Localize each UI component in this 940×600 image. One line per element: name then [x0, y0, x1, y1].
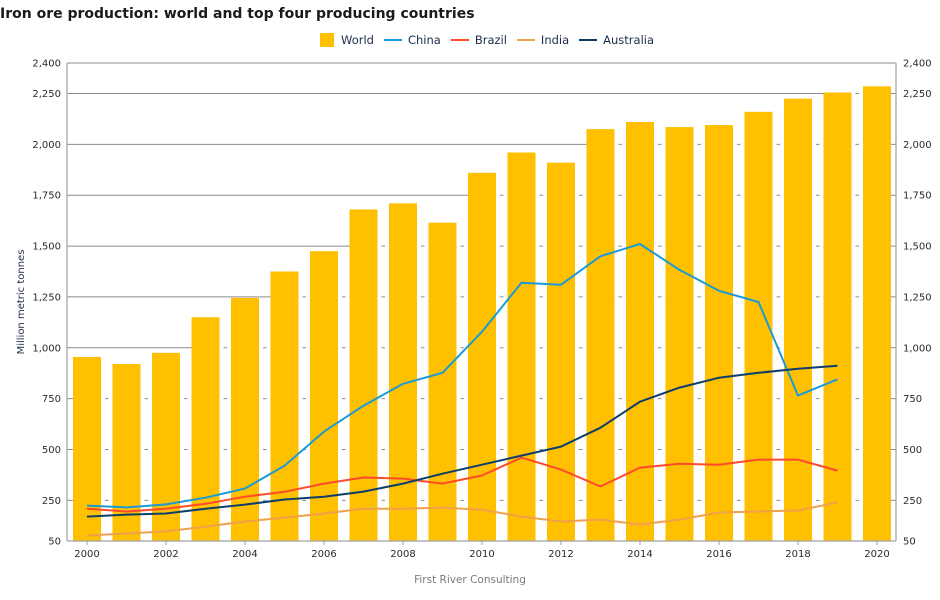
y-tick-label-left: 500: [42, 445, 61, 456]
line-india: [86, 501, 838, 537]
y-tick-label-right: 1,250: [903, 292, 932, 303]
y-tick-label-right: 2,000: [903, 140, 932, 151]
y-tick-label-left: 2,000: [32, 140, 61, 151]
bar-world-2005: [270, 271, 299, 541]
bar-world-2014: [626, 121, 654, 541]
legend-label-brazil: Brazil: [474, 33, 507, 47]
y-tick-label-right: 1,750: [903, 191, 932, 202]
legend-swatch-brazil: [450, 39, 469, 41]
bar-world-2020: [863, 86, 891, 542]
country-lines: [86, 243, 838, 537]
y-tick-label-right: 750: [903, 394, 922, 405]
x-tick-label: 2006: [311, 549, 336, 560]
gridline-gaps: [101, 92, 863, 502]
legend-label-australia: Australia: [603, 33, 655, 47]
bar-world-2010: [468, 172, 496, 541]
y-tick-label-right: 50: [903, 537, 916, 548]
world-bars: [73, 86, 891, 542]
x-tick-label: 2004: [232, 549, 257, 560]
bar-world-2009: [428, 222, 457, 541]
y-tick-label-left: 2,400: [32, 59, 61, 70]
y-tick-label-left: 1,750: [32, 191, 61, 202]
bar-world-2011: [507, 152, 536, 542]
bar-world-2015: [665, 127, 694, 542]
y-tick-label-right: 1,500: [903, 242, 932, 253]
x-tick-label: 2018: [785, 549, 810, 560]
y-tick-label-right: 1,000: [903, 343, 932, 354]
legend-item-australia[interactable]: Australia: [579, 33, 654, 47]
y-tick-label-right: 2,400: [903, 59, 932, 70]
legend-swatch-world: [320, 33, 334, 47]
y-tick-label-right: 500: [903, 445, 922, 456]
bar-world-2006: [310, 251, 338, 542]
line-brazil: [86, 456, 838, 513]
line-china: [86, 243, 838, 509]
legend-item-brazil[interactable]: Brazil: [450, 33, 507, 47]
legend: World China Brazil India Australia: [320, 32, 664, 48]
y-tick-label-right: 250: [903, 496, 922, 507]
legend-item-world[interactable]: World: [320, 33, 374, 47]
bar-world-2016: [705, 125, 733, 541]
bar-world-2019: [823, 92, 852, 541]
chart-title: Iron ore production: world and top four …: [0, 6, 475, 22]
x-tick-label: 2000: [74, 549, 99, 560]
y-tick-label-left: 50: [48, 537, 61, 548]
x-tick-label: 2010: [469, 549, 494, 560]
bar-world-2018: [784, 98, 812, 542]
y-tick-label-left: 2,250: [32, 89, 61, 100]
bar-world-2007: [349, 209, 378, 542]
y-tick-label-left: 1,250: [32, 292, 61, 303]
x-tick-label: 2020: [864, 549, 889, 560]
x-tick-label: 2012: [548, 549, 573, 560]
x-tick-label: 2016: [706, 549, 731, 560]
y-tick-label-right: 2,250: [903, 89, 932, 100]
legend-label-china: China: [407, 33, 441, 47]
axes: 50 50 250 250 500 500 750 750 1,000 1,000 1,250 1,2…: [32, 59, 931, 561]
bar-world-2013: [586, 129, 615, 541]
x-tick-label: 2014: [627, 549, 652, 560]
legend-item-china[interactable]: China: [383, 33, 441, 47]
bar-world-2004: [231, 297, 259, 541]
legend-label-world: World: [341, 33, 374, 47]
y-tick-label-left: 750: [42, 394, 61, 405]
legend-label-india: India: [540, 33, 570, 47]
legend-swatch-australia: [579, 39, 598, 41]
bar-world-2000: [73, 356, 101, 541]
line-australia: [86, 364, 838, 518]
bar-world-2008: [389, 203, 417, 541]
legend-item-india[interactable]: India: [516, 33, 570, 47]
bar-world-2012: [547, 162, 575, 541]
y-tick-label-left: 1,000: [32, 343, 61, 354]
legend-swatch-china: [383, 39, 402, 41]
legend-swatch-india: [516, 39, 535, 41]
x-tick-label: 2008: [390, 549, 415, 560]
x-tick-label: 2002: [153, 549, 178, 560]
y-tick-label-left: 1,500: [32, 242, 61, 253]
y-axis-title: Million metric tonnes: [16, 250, 27, 355]
y-tick-label-left: 250: [42, 496, 61, 507]
source-note: First River Consulting: [414, 574, 526, 586]
